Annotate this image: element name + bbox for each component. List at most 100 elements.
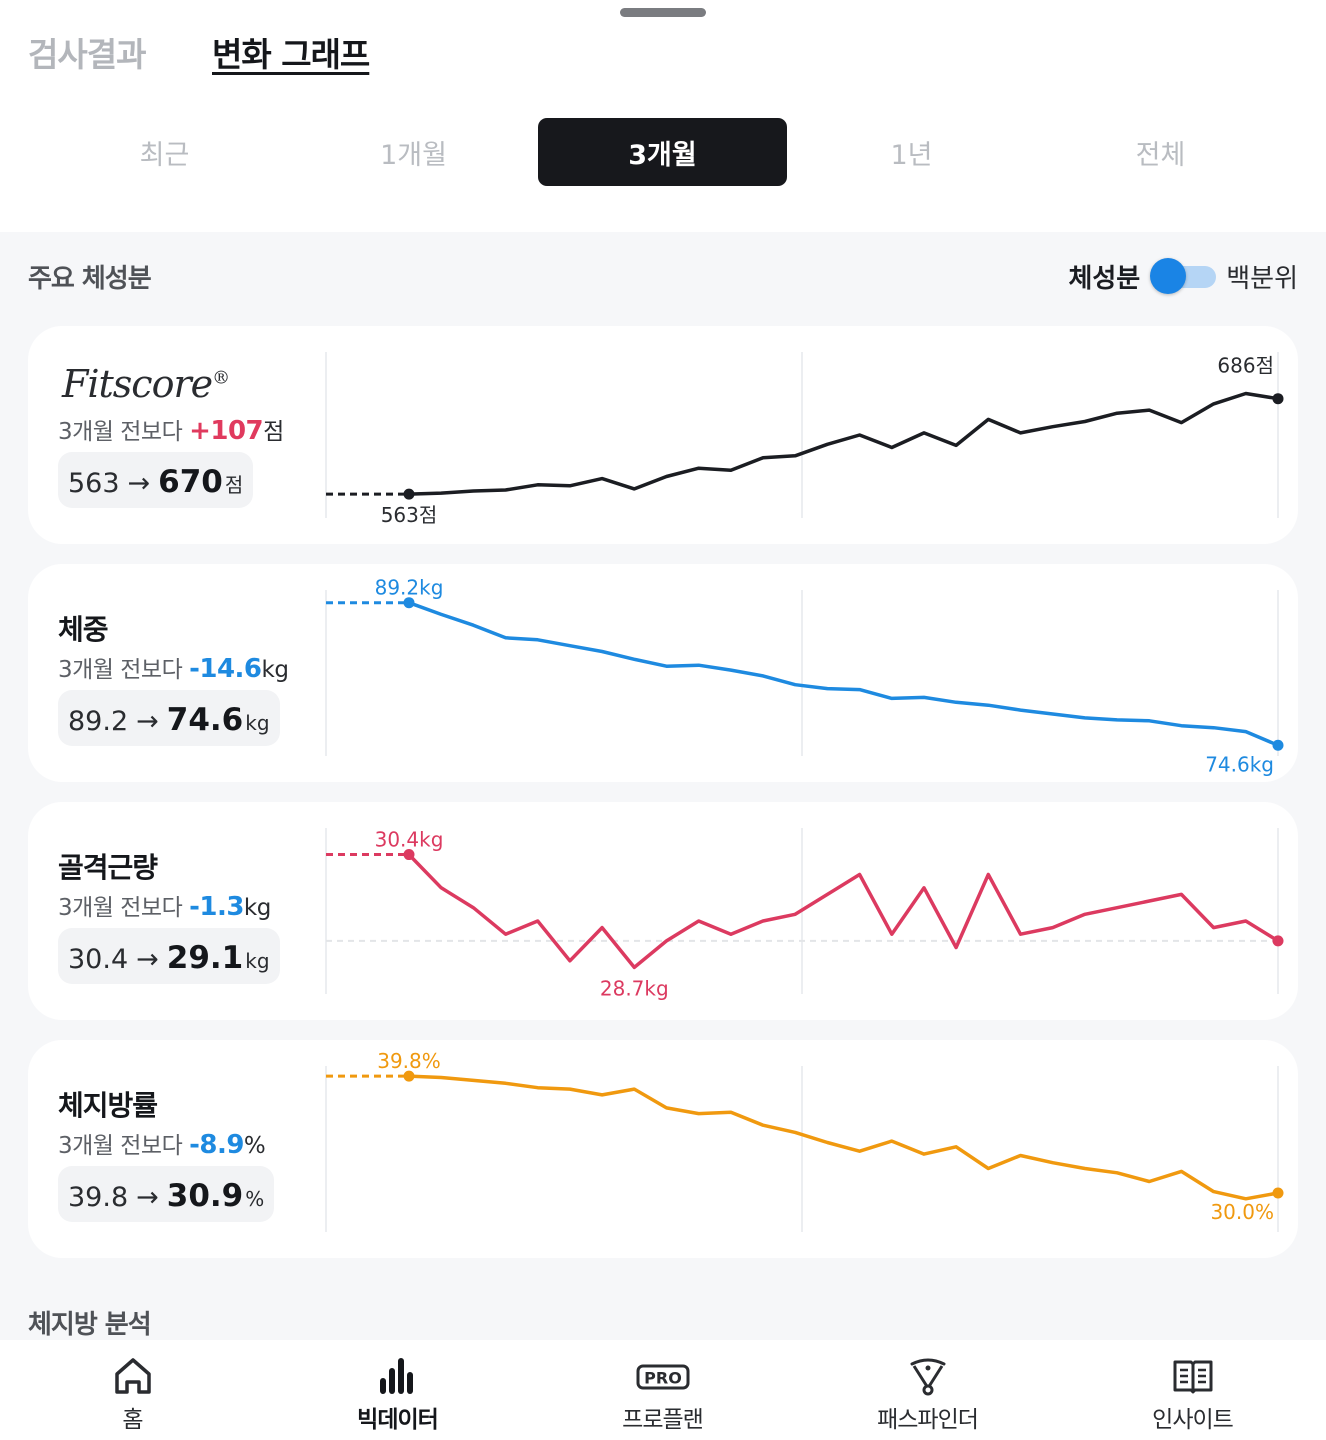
tab-change-graph[interactable]: 변화 그래프 [212,35,370,74]
period-selector: 최근 1개월 3개월 1년 전체 [40,118,1286,186]
period-3-months[interactable]: 3개월 [538,118,787,186]
arrow-right-icon: → [127,468,151,499]
fitscore-change: 3개월 전보다 +107점 [58,412,284,446]
toggle-switch[interactable] [1150,256,1217,296]
weight-card[interactable]: 체중 3개월 전보다 -14.6kg 89.2 → 74.6 kg 89.2kg 7… [28,564,1298,782]
to-unit: kg [245,949,270,973]
period-recent[interactable]: 최근 [139,139,190,171]
from-value: 563 [68,468,120,499]
fitscore-logo: Fitscore® [62,362,230,406]
to-value: 670 [158,464,223,500]
nav-label: 빅데이터 [357,1407,439,1433]
start-point [403,1070,415,1082]
header-area: 검사결과 변화 그래프 최근 1개월 3개월 1년 전체 [0,0,1326,232]
change-value: -14.6 [189,654,262,684]
series-line [407,600,1280,748]
to-unit: kg [245,711,270,735]
change-prefix: 3개월 전보다 [58,1133,183,1159]
to-value: 29.1 [166,940,244,976]
toggle-label-percentile: 백분위 [1226,263,1298,294]
weight-chart: 89.2kg 74.6kg [325,576,1284,776]
start-value-label: 89.2kg [375,576,444,600]
start-value-label: 39.8% [377,1049,441,1073]
change-value: -1.3 [189,892,244,922]
body-fat-from-to: 39.8 → 30.9% [58,1166,275,1222]
skeletal-muscle-card[interactable]: 골격근량 3개월 전보다 -1.3kg 30.4 → 29.1 kg 30.4kg… [28,802,1298,1020]
skeletal-muscle-change: 3개월 전보다 -1.3kg [58,888,271,922]
metric-name: 골격근량 [58,851,158,884]
end-point [1272,1187,1284,1199]
pro-badge-icon: PRO [636,1364,689,1390]
to-unit: 점 [224,473,244,497]
min-value-label: 28.7kg [600,976,669,1000]
change-prefix: 3개월 전보다 [58,657,183,683]
start-value-label: 563점 [381,503,438,527]
end-value-label: 74.6kg [1205,752,1274,776]
to-unit: % [245,1187,265,1211]
nav-label: 패스파인더 [877,1407,979,1433]
drag-handle[interactable] [620,8,706,17]
fitscore-card[interactable]: Fitscore® 3개월 전보다 +107점 563 → 670 점 563점 6… [28,326,1298,544]
arrow-right-icon: → [136,706,159,737]
change-unit: kg [243,895,271,921]
period-1-year[interactable]: 1년 [890,139,933,171]
bar-chart-icon [379,1358,413,1394]
nav-big-data[interactable]: 빅데이터 [265,1340,530,1440]
change-value: -8.9 [189,1130,244,1160]
nav-label: 프로플랜 [622,1407,704,1433]
fitscore-chart: 563점 686점 [325,352,1284,527]
arrow-right-icon: → [136,1182,159,1213]
start-point [403,597,415,609]
change-unit: kg [261,657,289,683]
nav-insight[interactable]: 인사이트 [1060,1340,1325,1440]
end-point [1272,393,1284,405]
fitscore-from-to: 563 → 670 점 [58,452,254,508]
series-line [407,391,1280,496]
body-fat-card[interactable]: 체지방률 3개월 전보다 -8.9% 39.8 → 30.9% 39.8% 30.… [28,1040,1298,1258]
metric-name: 체중 [58,613,109,646]
to-value: 74.6 [166,702,244,738]
from-value: 39.8 [68,1182,129,1213]
arrow-right-icon: → [136,944,159,975]
body-fat-change: 3개월 전보다 -8.9% [58,1126,266,1160]
section-title-main-composition: 주요 체성분 [28,264,152,294]
toggle-label-composition: 체성분 [1068,263,1141,294]
home-icon [114,1358,151,1394]
skeletal-muscle-from-to: 30.4 → 29.1 kg [58,928,280,984]
from-value: 30.4 [68,944,129,975]
view-toggle: 체성분 백분위 [1068,256,1298,296]
registered-mark: ® [212,367,230,389]
change-unit: % [243,1133,266,1159]
end-point [1272,935,1284,947]
body-fat-chart: 39.8% 30.0% [325,1049,1284,1232]
nav-pro-plan[interactable]: PRO 프로플랜 [530,1340,795,1440]
skeletal-muscle-chart: 30.4kg 28.7kg [325,828,1284,1000]
end-value-label: 30.0% [1210,1200,1274,1224]
nav-home[interactable]: 홈 [0,1340,265,1440]
book-icon [1173,1360,1212,1394]
change-prefix: 3개월 전보다 [58,419,183,445]
nav-label: 인사이트 [1152,1407,1234,1433]
start-value-label: 30.4kg [375,828,444,852]
nav-label: 홈 [122,1407,143,1433]
toggle-knob [1150,258,1187,294]
start-point [403,488,415,500]
series-line [407,1074,1280,1201]
series-line [407,852,1280,970]
change-value: +107 [189,416,264,446]
period-1-month[interactable]: 1개월 [380,139,447,171]
pathfinder-icon [910,1358,945,1396]
period-all[interactable]: 전체 [1135,139,1186,171]
weight-from-to: 89.2 → 74.6 kg [58,690,280,746]
metric-name: 체지방률 [58,1089,158,1122]
section-title-body-fat-analysis: 체지방 분석 [28,1310,152,1340]
start-point [403,849,415,861]
change-unit: 점 [263,419,284,445]
from-value: 89.2 [68,706,129,737]
pro-badge-text: PRO [644,1369,682,1388]
weight-change: 3개월 전보다 -14.6kg [58,650,289,684]
nav-pathfinder[interactable]: 패스파인더 [795,1340,1060,1440]
tab-test-results[interactable]: 검사결과 [28,35,146,74]
change-prefix: 3개월 전보다 [58,895,183,921]
to-value: 30.9 [166,1178,244,1214]
